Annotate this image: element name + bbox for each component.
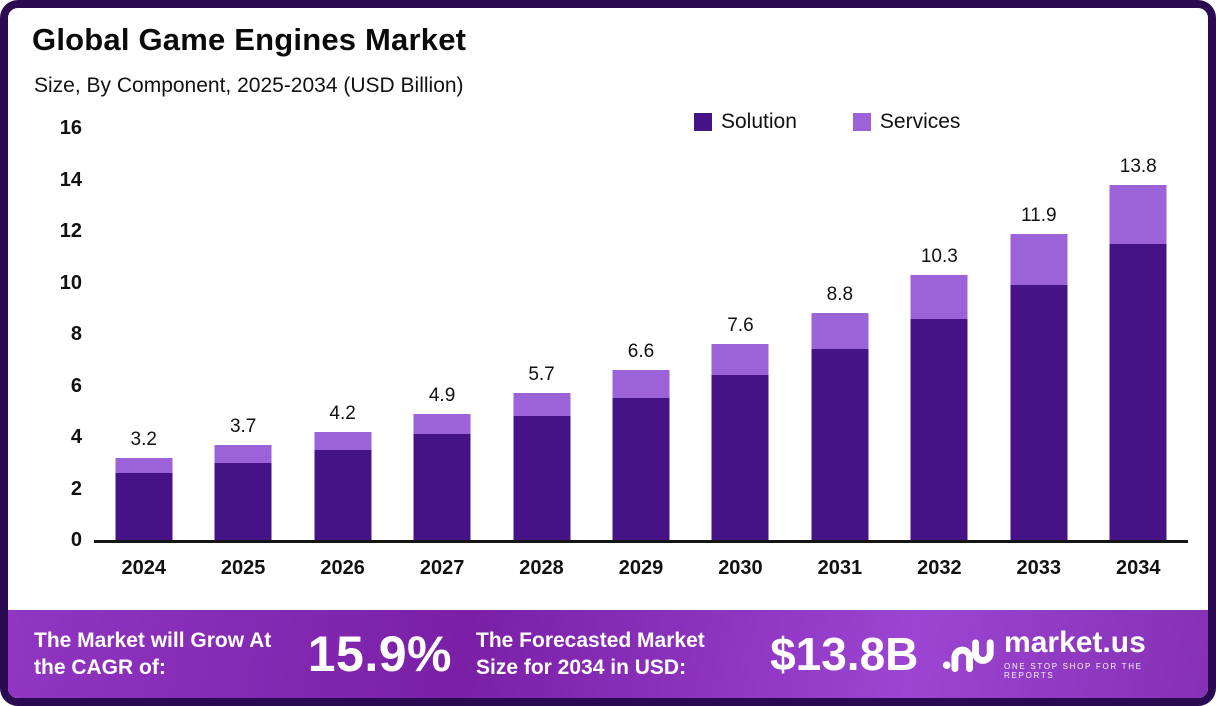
plot-area: 0 2 4 6 8 10 12 14 16 3.2 3.7 4.2 4.9 5.7 6.6 7.6 8.8 10.… — [60, 118, 1188, 550]
x-axis-label: 2025 — [220, 557, 266, 579]
legend-item-solution: Solution — [694, 110, 797, 134]
bar-value-label: 7.6 — [727, 315, 754, 337]
bar-segment-services — [115, 457, 173, 474]
bar-segment-services — [910, 274, 968, 319]
x-axis-labels: 2024 2025 2026 2027 2028 2029 2030 2031 2032 2033… — [94, 543, 1188, 580]
x-axis-label: 2027 — [419, 557, 465, 579]
bar-group-2033: 11.9 — [989, 128, 1088, 540]
x-axis-label: 2026 — [320, 557, 365, 579]
bar-segment-services — [1010, 233, 1068, 286]
bar-segment-solution — [1010, 285, 1068, 540]
bar-group-2027: 4.9 — [392, 128, 491, 540]
y-axis-tick: 12 — [59, 220, 82, 242]
bar-segment-services — [711, 344, 769, 376]
bar-segment-services — [214, 444, 272, 463]
x-axis-label: 2031 — [817, 557, 863, 579]
services-swatch-icon — [852, 113, 871, 131]
bar-group-2025: 3.7 — [193, 128, 292, 540]
chart-subtitle: Size, By Component, 2025-2034 (USD Billi… — [34, 74, 464, 97]
page-title: Global Game Engines Market — [32, 22, 467, 57]
bar-group-2028: 5.7 — [492, 128, 591, 540]
bar-segment-solution — [115, 473, 173, 540]
bar-group-2031: 8.8 — [790, 128, 889, 540]
marketus-logo-icon — [943, 639, 995, 673]
x-axis-label: 2033 — [1016, 557, 1062, 579]
bar-segment-solution — [413, 434, 471, 540]
bar-segment-solution — [314, 449, 372, 540]
bar-value-label: 13.8 — [1119, 155, 1157, 177]
bar-value-label: 10.3 — [920, 245, 958, 267]
cagr-value: 15.9% — [307, 626, 452, 682]
bar-value-label: 8.8 — [826, 284, 854, 306]
brand-text: market.us ONE STOP SHOP FOR THE REPORTS — [1004, 626, 1182, 681]
bar-value-label: 6.6 — [627, 341, 655, 363]
bar-group-2030: 7.6 — [691, 128, 790, 540]
forecast-label: The Forecasted Market Size for 2034 in U… — [476, 628, 705, 679]
y-axis-tick: 6 — [70, 374, 82, 397]
bar-group-2026: 4.2 — [293, 128, 392, 540]
bar-segment-services — [413, 413, 471, 435]
bar-segment-services — [811, 313, 869, 350]
footer-banner: The Market will Grow At the CAGR of: 15.… — [8, 610, 1208, 698]
y-axis-tick: 2 — [70, 477, 82, 500]
bar-segment-solution — [214, 462, 272, 540]
cagr-label: The Market will Grow At the CAGR of: — [34, 628, 272, 679]
bar-segment-solution — [711, 375, 769, 540]
bar-group-2032: 10.3 — [890, 128, 989, 540]
chart-legend: Solution Services — [694, 110, 960, 134]
bar-value-label: 3.7 — [229, 415, 257, 437]
legend-item-services: Services — [852, 110, 961, 134]
bar-segment-solution — [513, 416, 571, 540]
x-axis-label: 2030 — [718, 557, 763, 579]
x-axis-label: 2032 — [917, 557, 962, 579]
bar-group-2024: 3.2 — [94, 128, 193, 540]
x-axis-label: 2024 — [121, 557, 166, 579]
bar-segment-services — [1109, 184, 1167, 244]
y-axis-tick: 4 — [70, 426, 82, 448]
bar-value-label: 4.9 — [428, 384, 456, 406]
bar-value-label: 5.7 — [528, 364, 555, 386]
x-axis-label: 2034 — [1116, 557, 1161, 579]
legend-label: Solution — [721, 110, 797, 133]
marketus-brand: market.us ONE STOP SHOP FOR THE REPORTS — [942, 628, 1182, 680]
brand-name: market.us — [1004, 626, 1146, 659]
y-axis-tick: 10 — [59, 271, 82, 294]
y-axis-tick: 16 — [59, 117, 82, 139]
bars-container: 3.2 3.7 4.2 4.9 5.7 6.6 7.6 8.8 10.3 11.9 13.8 — [94, 128, 1188, 540]
forecast-value: $13.8B — [770, 628, 919, 680]
bar-segment-services — [513, 393, 571, 417]
legend-label: Services — [879, 110, 961, 133]
bar-group-2029: 6.6 — [591, 128, 690, 540]
y-axis-tick: 14 — [59, 168, 82, 191]
bar-segment-services — [612, 370, 670, 399]
solution-swatch-icon — [694, 113, 712, 131]
bar-segment-services — [314, 431, 372, 450]
bar-value-label: 11.9 — [1021, 204, 1057, 226]
y-axis-tick: 0 — [70, 529, 82, 551]
bar-group-2034: 13.8 — [1089, 128, 1188, 540]
bar-value-label: 3.2 — [130, 428, 157, 450]
bar-segment-solution — [811, 349, 869, 540]
bar-value-label: 4.2 — [329, 402, 356, 424]
brand-tagline: ONE STOP SHOP FOR THE REPORTS — [1004, 662, 1143, 680]
bar-segment-solution — [1109, 243, 1167, 540]
x-axis-label: 2029 — [618, 557, 664, 579]
y-axis-tick: 8 — [70, 323, 82, 345]
stacked-bar-chart: 0 2 4 6 8 10 12 14 16 3.2 3.7 4.2 4.9 5.7 6.6 7.6 8.8 10.… — [38, 118, 1188, 580]
x-axis-label: 2028 — [519, 557, 564, 579]
bar-segment-solution — [612, 398, 670, 540]
bar-segment-solution — [910, 318, 968, 540]
